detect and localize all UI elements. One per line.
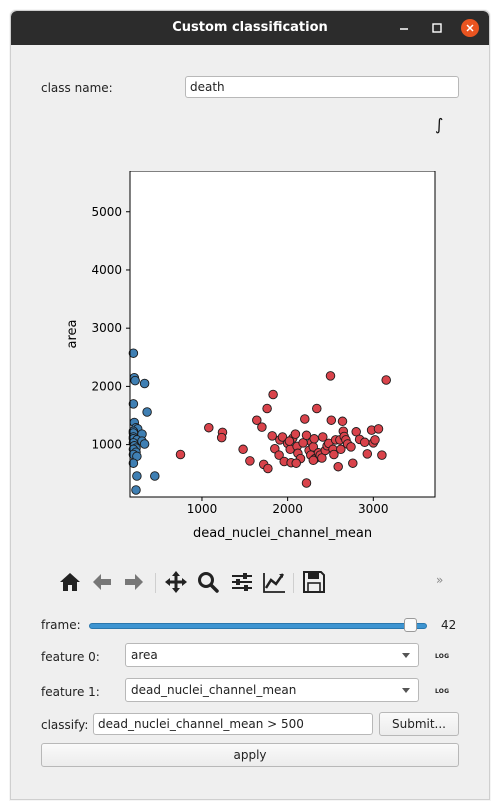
point-class-1 bbox=[336, 444, 346, 455]
plot-area bbox=[130, 171, 435, 497]
feature-1-value: dead_nuclei_channel_mean bbox=[131, 683, 297, 697]
dialog-window: Custom classification class name: death … bbox=[10, 10, 490, 800]
title-bar: Custom classification bbox=[11, 11, 489, 45]
point-class-1 bbox=[216, 432, 227, 443]
point-class-1 bbox=[333, 461, 343, 472]
edit-axis-icon[interactable] bbox=[261, 569, 287, 595]
toolbar-more-icon[interactable]: » bbox=[436, 573, 444, 587]
chevron-down-icon bbox=[402, 688, 410, 693]
point-class-1 bbox=[245, 456, 255, 466]
apply-button[interactable]: apply bbox=[41, 743, 459, 767]
point-class-1 bbox=[359, 437, 370, 448]
y-tick-label: 5000 bbox=[91, 205, 122, 219]
point-class-0 bbox=[139, 439, 150, 449]
point-class-1 bbox=[267, 431, 277, 441]
toolbar-divider bbox=[293, 573, 294, 593]
classify-input[interactable]: dead_nuclei_channel_mean > 500 bbox=[93, 713, 373, 735]
point-class-1 bbox=[308, 455, 319, 466]
classify-label: classify: bbox=[41, 718, 89, 732]
point-class-0 bbox=[130, 375, 140, 386]
forward-icon[interactable] bbox=[121, 569, 147, 595]
x-tick-label: 2000 bbox=[272, 502, 303, 516]
feature-0-select[interactable]: area bbox=[125, 643, 419, 667]
plot-frame bbox=[129, 171, 436, 498]
scatter-plot[interactable]: 1000 2000 3000 1000 2000 3000 4000 5000 dead_nuc… bbox=[11, 171, 489, 561]
y-axis-label: area bbox=[65, 320, 80, 349]
point-class-1 bbox=[268, 389, 278, 400]
point-class-1 bbox=[309, 434, 319, 444]
toolbar-divider bbox=[155, 573, 156, 593]
point-class-1 bbox=[300, 414, 310, 424]
feature-1-label: feature 1: bbox=[41, 685, 100, 699]
configure-subplots-icon[interactable] bbox=[229, 569, 255, 595]
point-class-1 bbox=[263, 463, 273, 474]
x-tick-label: 3000 bbox=[358, 502, 389, 516]
point-class-1 bbox=[325, 371, 336, 381]
x-axis-label: dead_nuclei_channel_mean bbox=[193, 526, 372, 541]
point-class-0 bbox=[128, 399, 139, 409]
point-class-1 bbox=[257, 422, 267, 432]
x-tick-label: 1000 bbox=[187, 502, 218, 516]
point-class-1 bbox=[337, 416, 348, 427]
point-class-1 bbox=[238, 444, 248, 455]
point-class-1 bbox=[373, 424, 384, 434]
frame-label: frame: bbox=[41, 618, 81, 632]
zoom-icon[interactable] bbox=[195, 569, 221, 595]
point-class-0 bbox=[142, 407, 152, 417]
close-icon[interactable] bbox=[461, 19, 479, 37]
home-icon[interactable] bbox=[57, 569, 83, 595]
point-class-1 bbox=[312, 403, 322, 414]
point-class-1 bbox=[290, 429, 301, 439]
point-class-1 bbox=[252, 415, 262, 425]
point-class-1 bbox=[274, 450, 284, 460]
point-class-1 bbox=[370, 435, 380, 445]
point-class-0 bbox=[132, 471, 142, 481]
feature-1-select[interactable]: dead_nuclei_channel_mean bbox=[125, 678, 419, 702]
point-class-1 bbox=[277, 432, 288, 442]
feature-0-value: area bbox=[131, 648, 158, 662]
back-icon[interactable] bbox=[89, 569, 115, 595]
point-class-1 bbox=[291, 458, 301, 468]
minimize-icon[interactable] bbox=[395, 19, 413, 37]
point-class-1 bbox=[329, 449, 339, 460]
maximize-icon[interactable] bbox=[428, 19, 446, 37]
frame-slider-track[interactable] bbox=[89, 623, 427, 629]
class-name-label: class name: bbox=[41, 81, 113, 95]
chevron-down-icon bbox=[402, 653, 410, 658]
feature-1-log-toggle[interactable]: LOG bbox=[435, 688, 450, 695]
save-icon[interactable] bbox=[301, 569, 327, 595]
y-tick-label: 3000 bbox=[91, 321, 122, 335]
point-class-1 bbox=[318, 432, 328, 442]
feature-0-log-toggle[interactable]: LOG bbox=[435, 653, 450, 660]
point-class-1 bbox=[381, 375, 391, 385]
point-class-1 bbox=[270, 443, 280, 454]
point-class-1 bbox=[262, 403, 272, 414]
frame-slider-handle[interactable] bbox=[404, 618, 418, 632]
point-class-1 bbox=[326, 415, 337, 425]
point-class-1 bbox=[362, 449, 373, 459]
y-tick-label: 2000 bbox=[91, 379, 122, 393]
point-class-0 bbox=[128, 348, 139, 358]
point-class-1 bbox=[377, 450, 387, 460]
point-class-1 bbox=[284, 436, 295, 446]
y-tick-label: 4000 bbox=[91, 263, 122, 277]
point-class-1 bbox=[301, 478, 312, 488]
class-name-input[interactable]: death bbox=[185, 76, 459, 98]
point-class-0 bbox=[139, 378, 150, 389]
point-class-0 bbox=[150, 471, 160, 481]
submit-button[interactable]: Submit... bbox=[379, 712, 459, 736]
point-class-1 bbox=[204, 422, 214, 433]
y-tick-label: 1000 bbox=[91, 438, 122, 452]
point-class-1 bbox=[175, 449, 186, 460]
integral-icon[interactable]: ∫ bbox=[435, 115, 444, 134]
frame-value: 42 bbox=[441, 618, 457, 632]
point-class-0 bbox=[128, 458, 139, 468]
feature-0-label: feature 0: bbox=[41, 650, 100, 664]
window-title: Custom classification bbox=[172, 20, 328, 35]
point-class-1 bbox=[348, 458, 358, 468]
pan-icon[interactable] bbox=[163, 569, 189, 595]
point-class-0 bbox=[131, 485, 141, 495]
point-class-1 bbox=[346, 442, 356, 452]
point-class-1 bbox=[301, 430, 312, 441]
